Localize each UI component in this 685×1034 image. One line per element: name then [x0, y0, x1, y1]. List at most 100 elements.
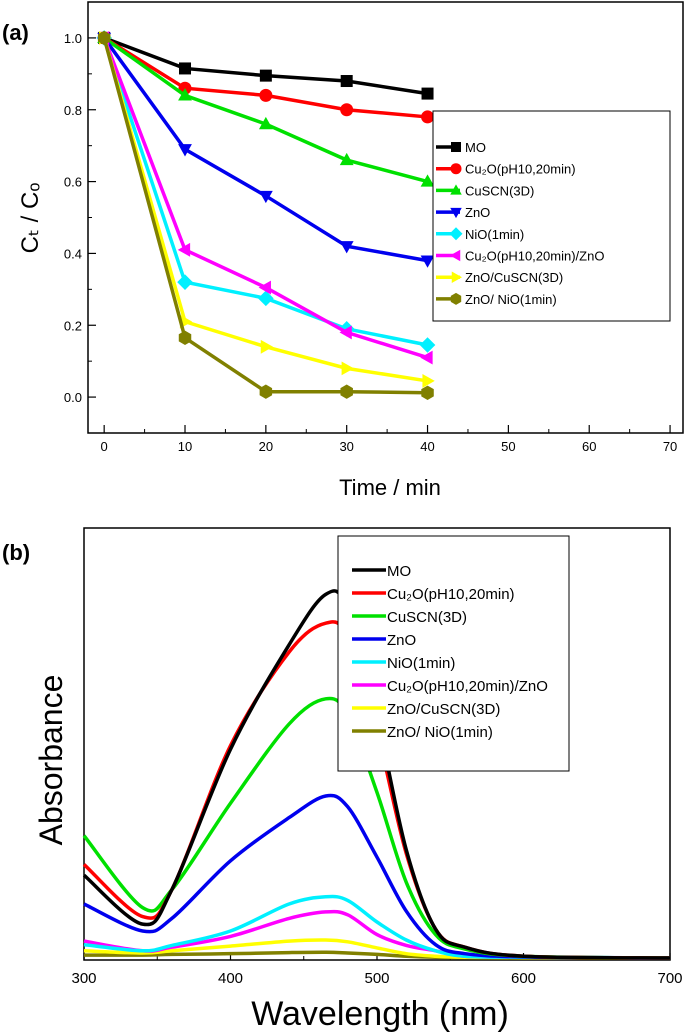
data-point [258, 190, 273, 204]
panel-a-label: (a) [2, 20, 29, 45]
legend-item: Cu₂O(pH10,20min)/ZnO [352, 678, 548, 695]
data-point [177, 242, 191, 257]
legend-marker [450, 249, 461, 262]
legend-label: Cu₂O(pH10,20min) [387, 586, 515, 603]
x-tick-label: 400 [218, 970, 243, 987]
legend-item: Cu₂O(pH10,20min)/ZnO [436, 249, 604, 264]
legend-label: NiO(1min) [387, 655, 455, 672]
legend-label: Cu₂O(pH10,20min)/ZnO [465, 249, 604, 264]
data-point [260, 339, 274, 354]
legend-marker [450, 207, 462, 219]
legend-item: NiO(1min) [352, 655, 455, 672]
panel-b-label: (b) [2, 540, 30, 565]
legend-label: ZnO [387, 632, 416, 649]
x-tick-label: 0 [101, 439, 108, 454]
panel-b: (b) Wavelength (nm) Absorbance 300 400 500… [2, 527, 683, 1033]
x-tick-label: 60 [582, 439, 596, 454]
data-point [259, 69, 272, 82]
x-tick-label: 500 [364, 970, 389, 987]
legend-item: ZnO [436, 205, 490, 220]
x-tick-label: 30 [339, 439, 353, 454]
series-8 [97, 30, 434, 400]
data-point [421, 87, 434, 100]
y-tick-label: 0.6 [64, 175, 82, 190]
x-tick-label: 300 [71, 970, 96, 987]
x-tick-label: 600 [511, 970, 536, 987]
series-line [103, 36, 428, 184]
x-tick-label: 70 [663, 439, 677, 454]
panel-a-y-axis-label: Cₜ / Cₒ [17, 183, 44, 254]
x-tick-label: 40 [420, 439, 434, 454]
data-point [420, 255, 435, 268]
data-point [177, 274, 193, 290]
legend-item: ZnO/ NiO(1min) [436, 292, 557, 307]
legend-marker [450, 163, 462, 175]
legend-marker [450, 184, 462, 195]
data-point [178, 88, 192, 101]
legend-item: CuSCN(3D) [436, 183, 534, 198]
legend-label: ZnO/CuSCN(3D) [387, 701, 500, 718]
y-tick-label: 1.0 [64, 31, 82, 46]
legend-label: ZnO/ NiO(1min) [387, 724, 493, 741]
legend-item: CuSCN(3D) [352, 609, 467, 626]
data-point [259, 88, 273, 102]
y-tick-label: 0.4 [64, 246, 82, 261]
legend-marker [450, 292, 462, 305]
spectrum-4 [83, 793, 671, 960]
legend: MO Cu₂O(pH10,20min) CuSCN(3D) ZnO NiO(1min) C… [432, 110, 671, 322]
data-point [339, 152, 354, 166]
data-point [258, 290, 274, 307]
y-tick-label: 0.2 [64, 318, 82, 333]
x-tick-label: 10 [178, 439, 192, 454]
data-point [422, 374, 435, 388]
legend-box [432, 110, 671, 322]
data-point [178, 330, 192, 346]
legend-item: Cu₂O(pH10,20min) [352, 586, 515, 603]
data-point [340, 75, 353, 88]
legend-item: Cu₂O(pH10,20min) [436, 162, 576, 177]
data-point [341, 361, 354, 376]
legend-label: MO [387, 563, 411, 580]
x-tick-label: 700 [657, 970, 682, 987]
legend-label: CuSCN(3D) [387, 609, 467, 626]
series-line [103, 36, 428, 96]
legend-marker [449, 227, 463, 241]
data-point [420, 174, 435, 187]
legend-label: ZnO/ NiO(1min) [465, 292, 557, 307]
data-point [340, 384, 353, 399]
legend-item: MO [436, 140, 486, 155]
panel-a: (a) Time / min Cₜ / Cₒ 0 10 20 30 40 50 60 70 0.… [2, 1, 684, 500]
legend-item: ZnO/CuSCN(3D) [436, 270, 563, 285]
legend-item: ZnO/CuSCN(3D) [352, 701, 500, 718]
data-point [339, 325, 352, 340]
legend-item: NiO(1min) [436, 227, 524, 242]
data-point [340, 103, 354, 117]
data-point [419, 337, 436, 353]
data-point [420, 350, 433, 365]
x-tick-label: 20 [259, 439, 273, 454]
legend-label: NiO(1min) [465, 227, 524, 242]
data-point [421, 385, 434, 400]
data-point [339, 241, 354, 254]
data-point [178, 144, 192, 157]
panel-b-y-axis-label: Absorbance [33, 675, 69, 846]
data-point [97, 30, 111, 46]
data-point [259, 384, 273, 399]
legend-item: MO [352, 563, 411, 580]
data-point [421, 110, 435, 124]
legend-label: ZnO/CuSCN(3D) [465, 270, 563, 285]
data-point [258, 116, 273, 130]
data-point [258, 280, 271, 295]
legend: MO Cu₂O(pH10,20min) CuSCN(3D) ZnO NiO(1min) C… [337, 535, 570, 772]
y-tick-label: 0.0 [64, 390, 82, 405]
legend-label: Cu₂O(pH10,20min) [465, 162, 576, 177]
legend-label: CuSCN(3D) [465, 183, 534, 198]
panel-a-x-axis-label: Time / min [339, 475, 441, 500]
y-tick-label: 0.8 [64, 103, 82, 118]
legend-label: ZnO [465, 205, 490, 220]
legend-item: ZnO [352, 632, 416, 649]
x-tick-label: 50 [501, 439, 515, 454]
legend-marker [451, 142, 461, 152]
legend-marker [451, 271, 462, 283]
